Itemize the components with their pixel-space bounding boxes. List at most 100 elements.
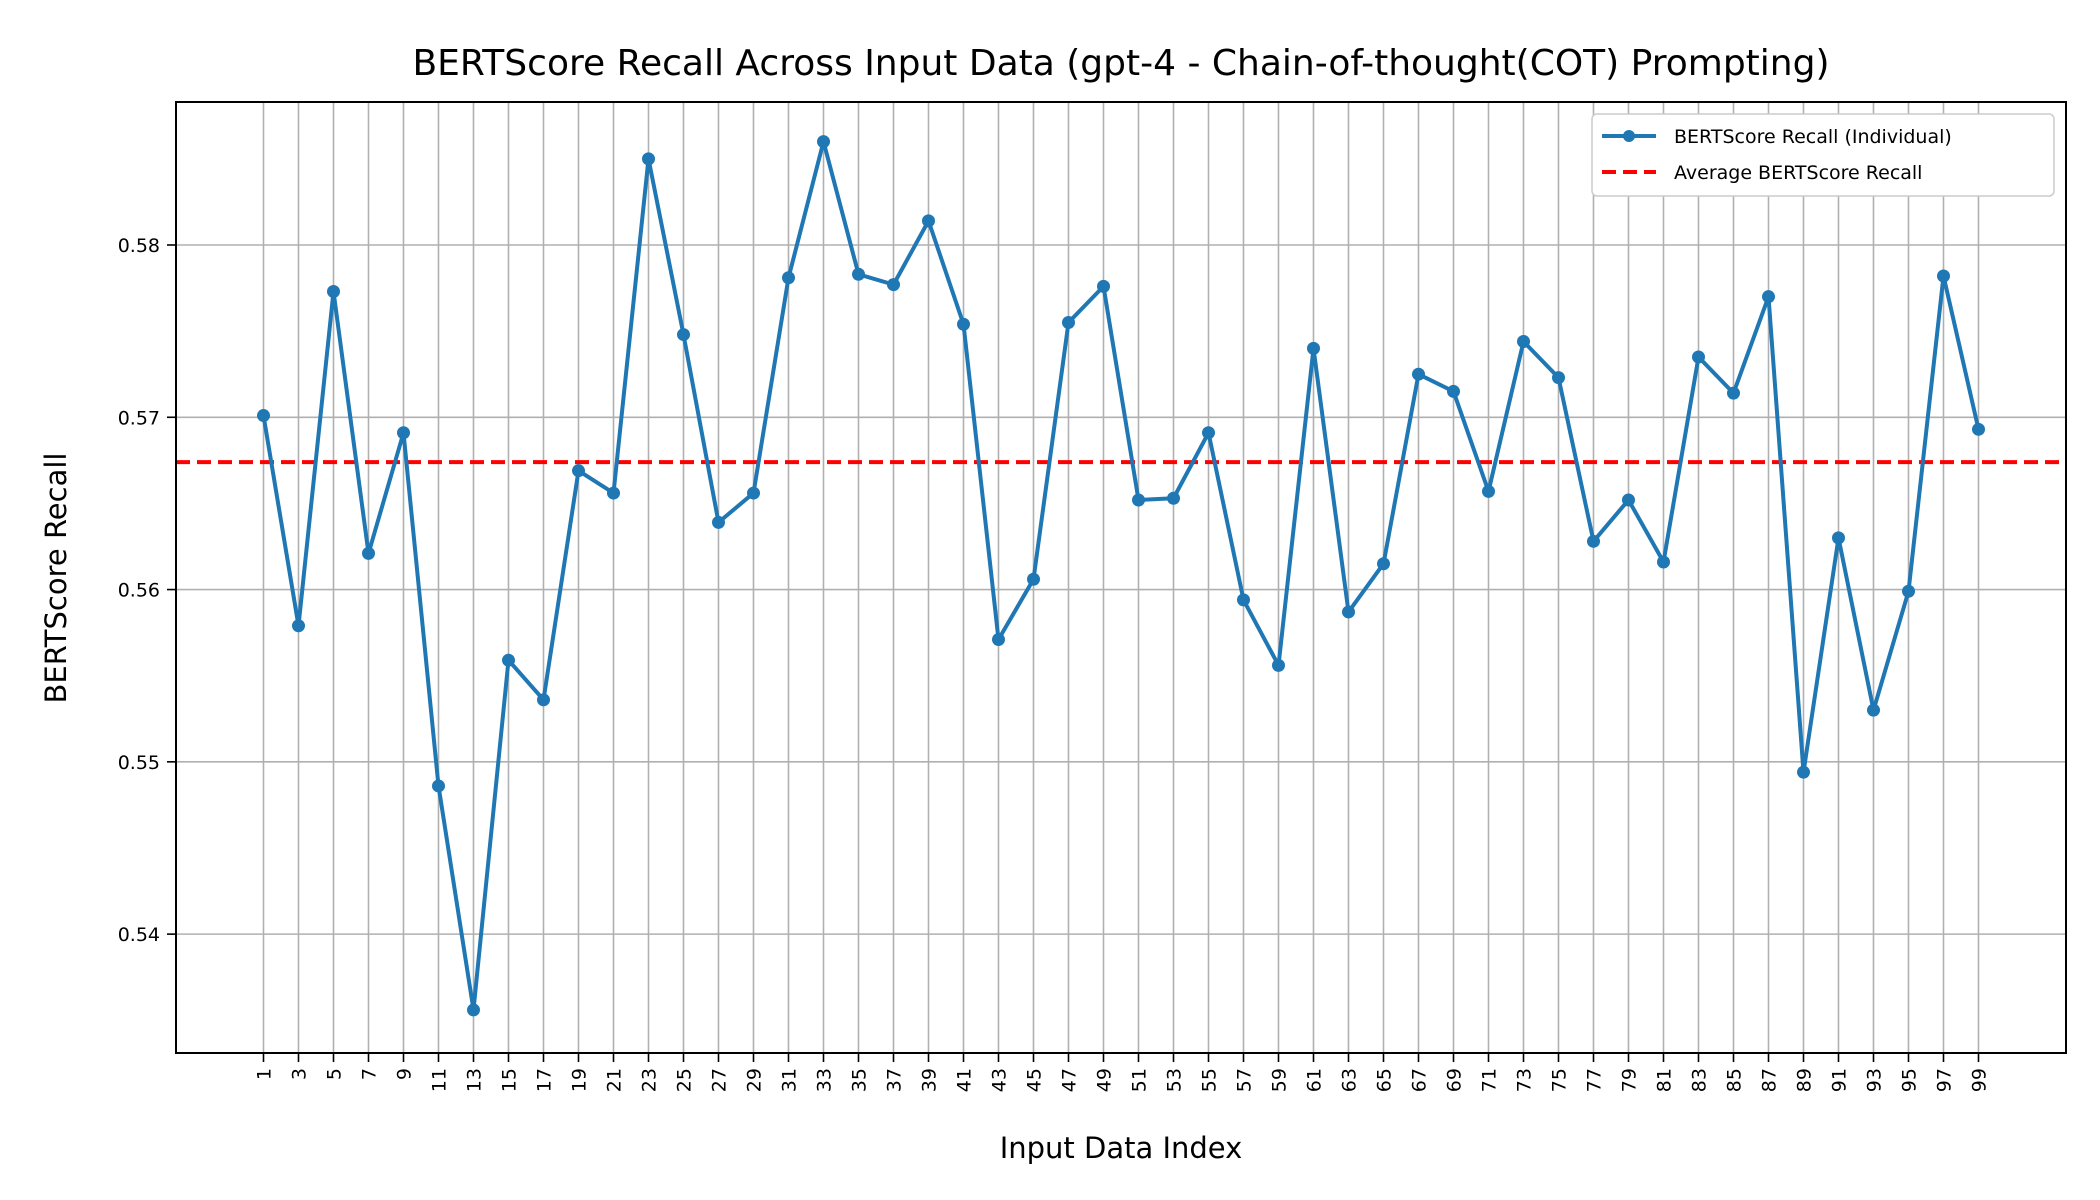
series-layer [257,135,1985,1017]
data-point [1342,605,1355,619]
x-tick-label: 55 [1199,1068,1221,1092]
x-tick-label: 21 [604,1068,626,1092]
x-tick-label: 51 [1129,1068,1151,1092]
data-point [887,278,900,292]
legend-label-individual: BERTScore Recall (Individual) [1674,126,1952,148]
data-point [1972,422,1985,436]
data-point [1272,658,1285,672]
x-tick-label: 35 [849,1068,871,1092]
data-point [1657,555,1670,569]
data-point [1412,367,1425,381]
x-tick-label: 93 [1864,1068,1886,1092]
data-point [992,633,1005,647]
x-tick-label: 47 [1059,1068,1081,1092]
data-point [327,285,340,299]
x-tick-label: 39 [919,1068,941,1092]
x-tick-label: 65 [1374,1068,1396,1092]
x-tick-label: 23 [639,1068,661,1092]
data-point [1097,279,1110,293]
x-tick-label: 1 [254,1068,276,1080]
y-axis-label: BERTScore Recall [39,453,73,704]
data-point [957,317,970,331]
data-point [1727,386,1740,400]
data-point [1377,557,1390,571]
legend-label-average: Average BERTScore Recall [1674,162,1922,184]
x-tick-label: 5 [324,1068,346,1080]
x-tick-label: 53 [1164,1068,1186,1092]
x-tick-label: 59 [1269,1068,1291,1092]
x-tick-label: 67 [1409,1068,1431,1092]
data-point [817,135,830,149]
x-tick-label: 89 [1794,1068,1816,1092]
grid [176,102,2066,1053]
x-tick-label: 31 [779,1068,801,1092]
x-tick-label: 49 [1094,1068,1116,1092]
data-point [502,653,515,667]
y-tick-label: 0.58 [118,235,160,257]
data-point [1867,703,1880,717]
data-point [1132,493,1145,507]
x-tick-label: 85 [1724,1068,1746,1092]
data-point [1517,334,1530,348]
x-tick-label: 37 [884,1068,906,1092]
x-tick-label: 73 [1514,1068,1536,1092]
y-tick-label: 0.55 [118,752,160,774]
data-point [852,267,865,281]
data-point [1902,584,1915,598]
y-ticks: 0.54 0.55 0.56 0.57 0.58 [118,235,176,946]
data-point [1237,593,1250,607]
chart-title: BERTScore Recall Across Input Data (gpt-… [412,43,1829,84]
data-point [747,486,760,500]
legend: BERTScore Recall (Individual) Average BE… [1591,113,2055,197]
y-tick-label: 0.57 [118,407,160,429]
x-tick-label: 71 [1479,1068,1501,1092]
data-point [1587,534,1600,548]
x-tick-label: 27 [709,1068,731,1092]
x-tick-label: 45 [1024,1068,1046,1092]
x-tick-label: 15 [499,1068,521,1092]
y-tick-label: 0.56 [118,580,160,602]
data-point [1062,316,1075,330]
x-tick-label: 69 [1444,1068,1466,1092]
x-tick-label: 11 [429,1068,451,1092]
data-point [712,515,725,529]
x-tick-label: 3 [289,1068,311,1080]
data-point [572,464,585,478]
data-point [257,409,270,423]
plot-frame [175,101,2067,1054]
data-point [537,693,550,707]
data-point [1307,341,1320,355]
data-point [397,426,410,440]
x-tick-label: 97 [1934,1068,1956,1092]
plot-background [176,102,2066,1053]
legend-box [1591,113,2055,197]
x-tick-label: 79 [1619,1068,1641,1092]
data-point [1832,531,1845,545]
x-tick-label: 99 [1969,1068,1991,1092]
x-tick-label: 61 [1304,1068,1326,1092]
data-point [922,214,935,228]
data-point [1622,493,1635,507]
x-tick-label: 75 [1549,1068,1571,1092]
x-tick-label: 95 [1899,1068,1921,1092]
data-point [1447,384,1460,398]
x-tick-label: 43 [989,1068,1011,1092]
x-tick-label: 7 [359,1068,381,1080]
data-point [1027,572,1040,586]
x-tick-label: 77 [1584,1068,1606,1092]
x-tick-label: 9 [394,1068,416,1080]
data-point [362,546,375,560]
x-tick-label: 41 [954,1068,976,1092]
data-point [1762,290,1775,304]
x-tick-label: 83 [1689,1068,1711,1092]
x-tick-label: 17 [534,1068,556,1092]
x-tick-label: 13 [464,1068,486,1092]
data-point [1482,484,1495,498]
data-point [1692,350,1705,364]
data-point [1552,371,1565,385]
legend-series-marker-icon [1623,130,1635,142]
x-tick-label: 81 [1654,1068,1676,1092]
y-tick-label: 0.54 [118,924,160,946]
x-tick-label: 19 [569,1068,591,1092]
